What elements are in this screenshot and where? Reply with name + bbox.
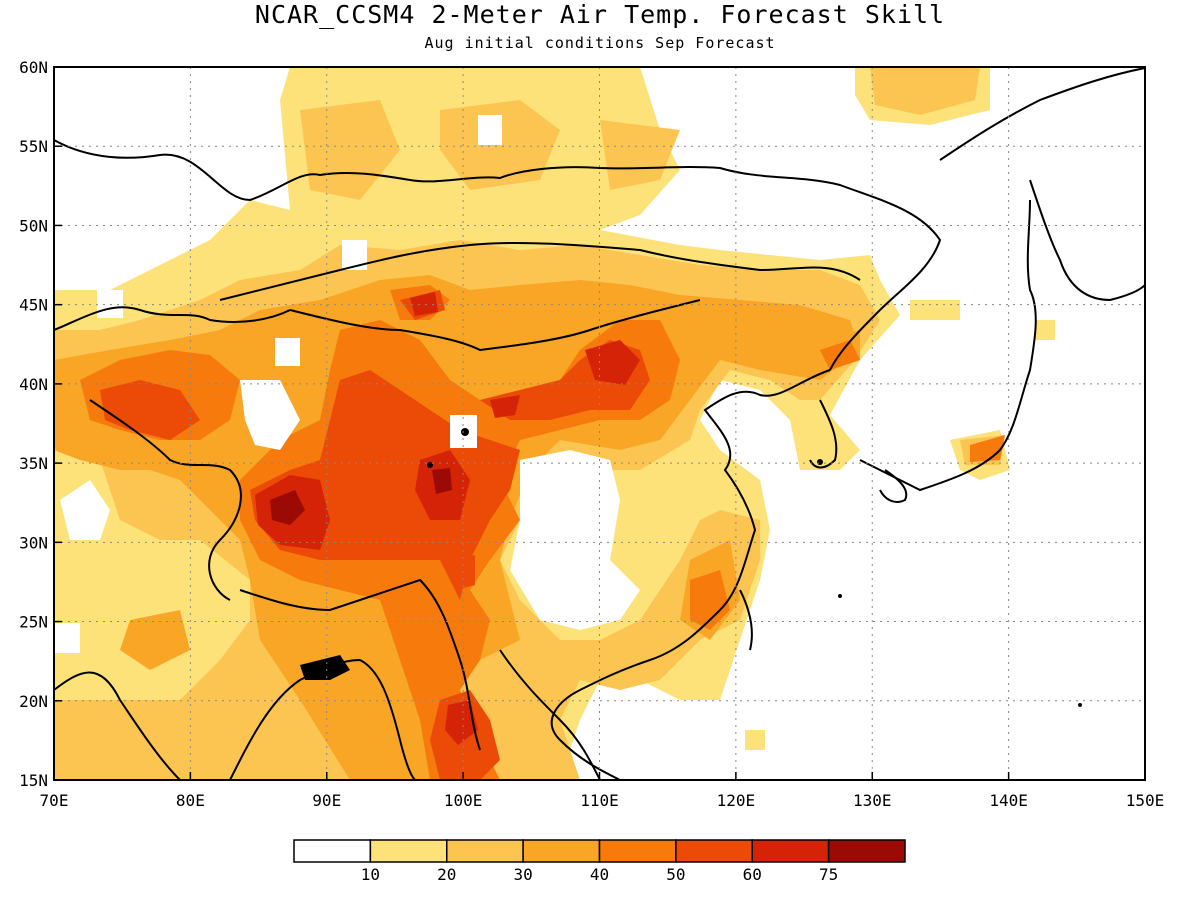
islands [300, 428, 1082, 707]
lat-tick-label: 30N [19, 533, 48, 552]
colorbar-swatch [293, 839, 372, 863]
lat-tick-label: 50N [19, 216, 48, 235]
lat-tick-label: 55N [19, 137, 48, 156]
lon-tick-label: 150E [1126, 791, 1165, 810]
lon-tick-label: 130E [853, 791, 892, 810]
colorbar-swatch [827, 839, 906, 863]
lon-tick-label: 100E [444, 791, 483, 810]
map-subtitle: Aug initial conditions Sep Forecast [424, 34, 776, 52]
colorbar-label: 40 [590, 865, 609, 884]
lat-tick-label: 40N [19, 375, 48, 394]
lon-tick-label: 120E [717, 791, 756, 810]
coastlines [54, 67, 1145, 780]
lat-tick-label: 45N [19, 296, 48, 315]
colorbar-swatch [675, 839, 753, 863]
colorbar-label: 30 [513, 865, 532, 884]
colorbar-swatch [522, 839, 601, 863]
colorbar-swatch [369, 839, 448, 863]
masked-cells [54, 115, 990, 653]
lat-tick-label: 35N [19, 454, 48, 473]
skill-band-75-plus [270, 468, 452, 525]
colorbar-label: 50 [666, 865, 685, 884]
lon-tick-label: 80E [176, 791, 205, 810]
lon-tick-label: 70E [40, 791, 69, 810]
lat-tick-label: 20N [19, 692, 48, 711]
colorbar-label: 20 [437, 865, 456, 884]
colorbar-label: 60 [743, 865, 762, 884]
colorbar-swatch [751, 839, 830, 863]
lon-tick-label: 90E [312, 791, 341, 810]
map-title: NCAR_CCSM4 2-Meter Air Temp. Forecast Sk… [254, 0, 946, 29]
lat-tick-label: 60N [19, 58, 48, 77]
colorbar-label: 75 [819, 865, 838, 884]
skill-field [54, 67, 1055, 780]
lat-tick-label: 25N [19, 613, 48, 632]
map-axes: 70E 80E 90E 100E 110E 120E 130E 140E 150E 15N 20N 2… [19, 58, 1164, 810]
lon-tick-label: 110E [580, 791, 619, 810]
colorbar: 10 20 30 40 50 60 75 [293, 839, 906, 884]
colorbar-label: 10 [361, 865, 380, 884]
lon-tick-label: 140E [989, 791, 1028, 810]
lat-tick-label: 15N [19, 771, 48, 790]
colorbar-swatch [446, 839, 524, 863]
colorbar-swatch [598, 839, 677, 863]
